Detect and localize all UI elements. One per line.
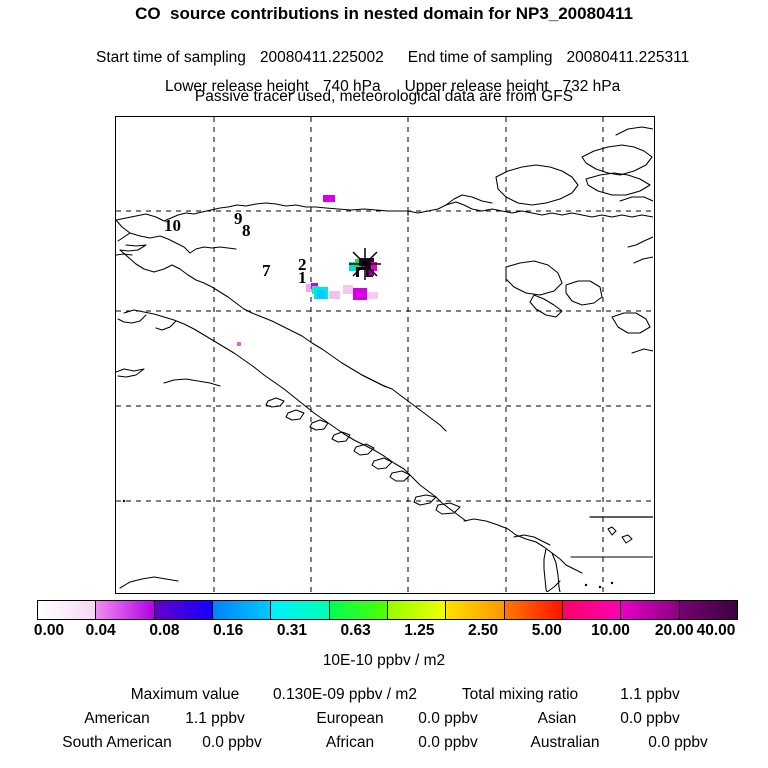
plume-cell xyxy=(317,290,325,298)
colorbar-segment-4 xyxy=(271,601,330,619)
lower-release-value: 740 hPa xyxy=(322,78,381,95)
colorbar-segment-6 xyxy=(387,601,447,619)
max-value-label: Maximum value xyxy=(130,686,240,703)
start-time-label: Start time of sampling xyxy=(96,49,246,66)
colorbar-tick-9: 10.00 xyxy=(591,622,630,639)
total-mixing-ratio-value: 1.1 ppbv xyxy=(620,686,680,703)
release-site-star-icon xyxy=(349,248,381,280)
colorbar-tick-1: 0.04 xyxy=(85,622,116,639)
colorbar-tick-4: 0.31 xyxy=(276,622,307,639)
colorbar-segment-2 xyxy=(154,601,213,619)
plume-cell xyxy=(363,267,373,277)
stats-row-regions-2: South American 0.0 ppbv African 0.0 ppbv… xyxy=(0,734,768,756)
plume-cell xyxy=(367,292,378,299)
colorbar-segment-1 xyxy=(96,601,155,619)
region-australian-value: 0.0 ppbv xyxy=(648,734,708,751)
upper-release-label: Upper release height xyxy=(404,78,549,95)
total-mixing-ratio-label: Total mixing ratio xyxy=(461,686,579,703)
colorbar-tick-labels: 0.00 0.04 0.08 0.16 0.31 0.63 1.25 2.50 5.00 10.0… xyxy=(0,622,768,642)
region-american-label: American xyxy=(84,710,150,727)
plume-cell xyxy=(329,291,340,299)
trajectory-label-8: 8 xyxy=(242,221,251,240)
region-asian-label: Asian xyxy=(537,710,577,727)
plume-cell xyxy=(365,258,374,268)
region-african-label: African xyxy=(325,734,375,751)
stats-row-regions-1: American 1.1 ppbv European 0.0 ppbv Asia… xyxy=(0,710,768,732)
plume-cell xyxy=(359,270,366,277)
end-time-label: End time of sampling xyxy=(407,49,553,66)
max-value-value: 0.130E-09 ppbv / m2 xyxy=(273,686,417,703)
colorbar-tick-5: 0.63 xyxy=(340,622,371,639)
region-south-american-value: 0.0 ppbv xyxy=(202,734,262,751)
plume-cell xyxy=(237,342,241,346)
upper-release-value: 732 hPa xyxy=(562,78,621,95)
trajectory-label-7: 7 xyxy=(262,261,271,280)
colorbar-tick-6: 1.25 xyxy=(404,622,435,639)
trajectory-label-1: 1 xyxy=(298,268,307,287)
plume-cell xyxy=(343,285,353,294)
tracer-note: Passive tracer used, meteorological data… xyxy=(194,88,574,105)
colorbar-tick-8: 5.00 xyxy=(531,622,562,639)
trajectory-label-2: 2 xyxy=(298,255,307,274)
plume-cell xyxy=(306,284,314,292)
colorbar-tick-7: 2.50 xyxy=(467,622,499,639)
colorbar-tick-3: 0.16 xyxy=(213,622,244,639)
colorbar-segment-0 xyxy=(38,601,97,619)
region-asian-value: 0.0 ppbv xyxy=(620,710,680,727)
release-height-row: Lower release height 740 hPa Upper release… xyxy=(0,60,768,114)
stats-row-totals: Maximum value 0.130E-09 ppbv / m2 Total … xyxy=(0,686,768,708)
colorbar-segment-5 xyxy=(329,601,388,619)
lower-release-label: Lower release height xyxy=(164,78,309,95)
region-african-value: 0.0 ppbv xyxy=(418,734,478,751)
colorbar-segment-8 xyxy=(504,601,563,619)
trajectory-label-10: 10 xyxy=(164,216,181,235)
colorbar-unit-label: 10E-10 ppbv / m2 xyxy=(322,652,446,669)
colorbar-tick-2: 0.08 xyxy=(149,622,180,639)
region-american-value: 1.1 ppbv xyxy=(185,710,245,727)
colorbar-segment-9 xyxy=(562,601,622,619)
plume-cell xyxy=(353,288,367,300)
colorbar-tick-0: 0.00 xyxy=(33,622,65,639)
region-australian-label: Australian xyxy=(530,734,600,751)
graticule-lines xyxy=(116,117,653,592)
plume-cell xyxy=(369,269,374,276)
region-european-label: European xyxy=(316,710,384,727)
region-south-american-label: South American xyxy=(62,734,172,751)
map-panel[interactable]: 10 9 8 7 2 1 xyxy=(115,116,655,594)
map-dots xyxy=(122,499,614,589)
colorbar-tick-10: 20.00 xyxy=(654,622,694,639)
colorbar-tick-11: 40.00 xyxy=(696,622,736,639)
colorbar-segment-11 xyxy=(679,601,737,619)
colorbar-segment-3 xyxy=(212,601,272,619)
map-coastlines xyxy=(116,117,653,592)
plume-cell xyxy=(349,262,358,271)
trajectory-label-9: 9 xyxy=(234,209,243,228)
page-title: CO source contributions in nested domain… xyxy=(135,4,633,23)
sampling-times-row: Start time of sampling 20080411.225002 End… xyxy=(0,31,768,85)
colorbar-segment-7 xyxy=(446,601,505,619)
plume-cell xyxy=(323,195,335,202)
start-time-value: 20080411.225002 xyxy=(259,49,384,66)
plume-cell xyxy=(371,262,377,271)
colorbar[interactable] xyxy=(37,600,738,620)
end-time-value: 20080411.225311 xyxy=(566,49,690,66)
colorbar-segment-10 xyxy=(621,601,680,619)
region-european-value: 0.0 ppbv xyxy=(418,710,478,727)
